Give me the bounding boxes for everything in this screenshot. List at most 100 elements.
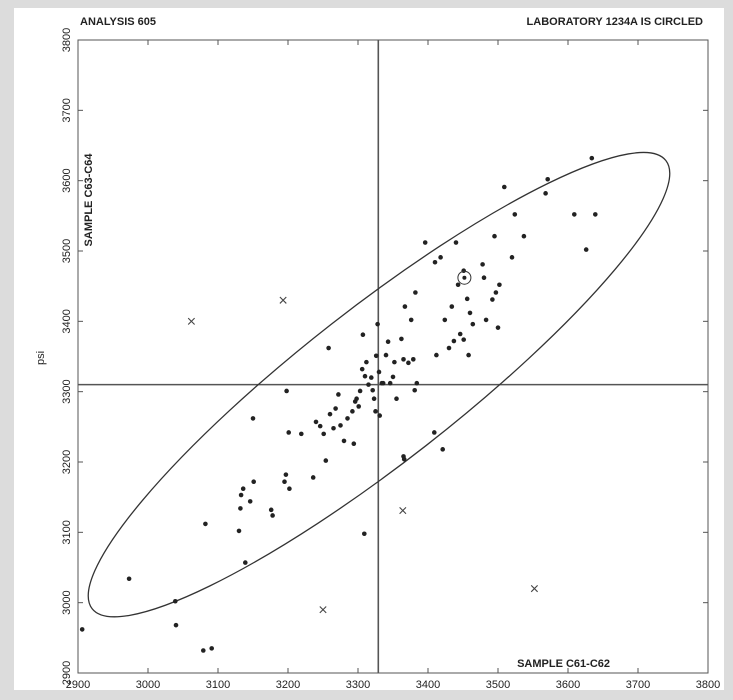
data-point — [238, 492, 244, 498]
outlier-point — [530, 585, 538, 593]
y-tick-label: 3500 — [61, 239, 73, 263]
y-tick-label: 3600 — [61, 168, 73, 192]
data-points — [79, 155, 598, 653]
data-point — [236, 528, 242, 534]
data-point — [362, 373, 368, 379]
data-point — [589, 155, 595, 161]
data-point — [251, 479, 256, 484]
data-point — [310, 475, 316, 480]
data-point — [287, 486, 292, 492]
data-point — [387, 380, 393, 386]
data-point — [209, 646, 214, 651]
data-point — [512, 212, 518, 217]
data-point — [173, 622, 179, 628]
data-point — [286, 430, 292, 435]
data-point — [493, 290, 499, 295]
data-point — [371, 396, 377, 402]
x-tick-label: 3700 — [626, 679, 650, 691]
data-point — [126, 576, 132, 582]
data-point — [375, 321, 380, 327]
data-point — [434, 352, 439, 358]
confidence-ellipse — [87, 151, 671, 618]
data-point — [583, 247, 589, 252]
outlier-point — [399, 506, 407, 515]
data-point — [509, 255, 515, 260]
data-point — [373, 353, 379, 359]
data-point — [414, 380, 420, 386]
data-point — [282, 479, 287, 484]
data-point — [432, 259, 438, 265]
data-point — [422, 240, 428, 245]
data-point — [270, 513, 275, 518]
axis-ticks: 2900 3000 3100 3200 3300 3400 3500 3600 3700 3800… — [61, 28, 720, 691]
circled-lab-point — [462, 275, 467, 280]
y-tick-label: 3000 — [61, 590, 73, 614]
chart-title-left: ANALYSIS 605 — [80, 16, 156, 28]
data-point — [438, 255, 443, 260]
data-point — [323, 458, 329, 463]
chart-title-right: LABORATORY 1234A IS CIRCLED — [527, 16, 703, 28]
data-point — [402, 304, 408, 309]
x-tick-label: 3000 — [136, 679, 160, 691]
data-point — [317, 423, 323, 429]
data-point — [356, 404, 362, 409]
data-point — [495, 325, 501, 330]
data-point — [492, 233, 497, 239]
data-point — [401, 456, 407, 462]
data-point — [369, 375, 374, 380]
data-point — [385, 339, 391, 345]
data-point — [593, 212, 598, 217]
data-point — [327, 411, 333, 417]
x-tick-label: 3600 — [556, 679, 580, 691]
outlier-point — [187, 317, 195, 325]
data-point — [411, 357, 416, 362]
data-point — [451, 338, 457, 344]
data-point — [283, 472, 289, 477]
circled-lab-marker — [457, 270, 472, 285]
data-point — [497, 282, 502, 288]
data-point — [466, 352, 471, 358]
data-point — [413, 290, 418, 295]
data-point — [201, 648, 206, 653]
x-tick-label: 3300 — [346, 679, 370, 691]
data-point — [502, 184, 507, 190]
data-point — [341, 438, 347, 444]
data-point — [383, 352, 389, 358]
data-point — [449, 304, 455, 309]
data-point — [333, 406, 338, 411]
data-point — [351, 441, 357, 447]
data-point — [357, 388, 363, 394]
y-tick-label: 3800 — [61, 28, 73, 52]
data-point — [331, 425, 336, 431]
outlier-point — [279, 296, 287, 304]
data-point — [455, 282, 461, 288]
data-point — [490, 297, 495, 302]
data-point — [394, 396, 399, 402]
data-point — [240, 486, 246, 492]
y-tick-label: 3400 — [61, 309, 73, 333]
x-tick-label: 3200 — [276, 679, 300, 691]
data-point — [313, 419, 319, 425]
y-axis-sample-label: SAMPLE C63-C64 — [83, 153, 95, 247]
x-tick-label: 3500 — [486, 679, 510, 691]
data-point — [366, 382, 371, 387]
data-point — [446, 345, 452, 351]
y-tick-label: 3100 — [61, 520, 73, 544]
y-axis-label: psi — [35, 351, 47, 365]
plot-frame — [77, 39, 709, 674]
data-point — [284, 388, 289, 394]
x-tick-label: 2900 — [66, 679, 90, 691]
data-point — [483, 317, 489, 323]
data-point — [392, 359, 397, 365]
plot-background — [14, 8, 724, 690]
data-point — [370, 387, 376, 393]
data-point — [362, 531, 367, 537]
data-point — [203, 521, 208, 527]
data-point — [247, 499, 253, 504]
data-point — [470, 321, 476, 327]
data-point — [453, 240, 459, 245]
data-point — [338, 423, 343, 428]
outlier-points — [187, 296, 538, 614]
